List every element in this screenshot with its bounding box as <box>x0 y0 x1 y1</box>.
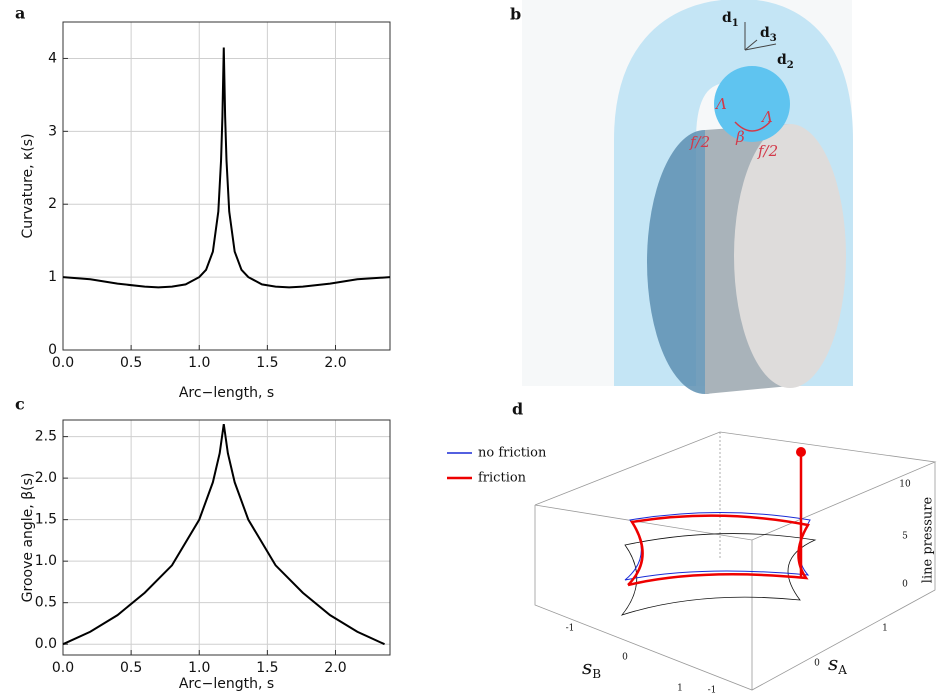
y-tick-label: 3 <box>48 123 57 139</box>
beta-arc <box>734 121 771 132</box>
axis-title: line pressure <box>921 497 936 584</box>
x-tick-label: 2.0 <box>324 660 346 676</box>
y-tick-label: 1.5 <box>35 512 57 528</box>
legend-label: friction <box>478 471 527 486</box>
axis-title: sA <box>828 651 847 677</box>
curve-friction <box>627 514 810 587</box>
x-tick-label: 0.5 <box>120 660 142 676</box>
tick-label: -1 <box>708 686 717 694</box>
y-tick-label: 1.0 <box>35 553 57 569</box>
annotation: f/2 <box>689 133 710 151</box>
y-tick-label: 4 <box>48 50 57 66</box>
point <box>796 447 806 457</box>
tick-label: 1 <box>882 624 888 634</box>
line <box>62 424 385 646</box>
x-tick-label: 0.5 <box>120 355 142 371</box>
rod <box>614 0 853 386</box>
charts: 0.0 0.5 1.0 1.5 2.0 0 1 2 3 4 Arc−length, s Curvatu… <box>15 4 391 692</box>
x-tick-label: 1.5 <box>256 355 278 371</box>
legend: no friction friction <box>447 446 547 486</box>
x-axis-title: Arc−length, s <box>179 385 274 401</box>
tick-label: 0 <box>902 580 908 590</box>
x-tick-label: 0.0 <box>52 660 74 676</box>
axis-label: d3 <box>760 25 777 44</box>
illustration: d1 d3 d2 Λ Λ β f/2 f/2 b <box>510 0 853 394</box>
tick-label: 10 <box>899 480 911 490</box>
pulley-front <box>734 124 846 388</box>
y-axis-title: Groove angle, β(s) <box>20 473 36 603</box>
x-tick-label: 1.0 <box>188 660 210 676</box>
panel-letter: b <box>510 5 521 24</box>
annotation: Λ <box>760 108 773 126</box>
tick-label: 5 <box>902 532 908 542</box>
x-tick-label: 1.0 <box>188 355 210 371</box>
y-tick-label: 0.0 <box>35 636 57 652</box>
axis-title: sB <box>582 655 601 681</box>
tick-label: 0 <box>814 659 820 669</box>
rod-section <box>714 66 790 142</box>
axis-arrow <box>744 39 758 51</box>
y-tick-label: 1 <box>48 269 57 285</box>
panel-letter: c <box>15 395 25 414</box>
y-tick-label: 2.5 <box>35 429 57 445</box>
tick-label: 0 <box>622 653 628 663</box>
tick-label: -1 <box>566 624 575 634</box>
panel-letter: d <box>512 400 523 419</box>
y-tick-label: 2.0 <box>35 470 57 486</box>
axis-label: d2 <box>777 52 794 71</box>
legend-label: no friction <box>478 446 547 461</box>
box-edge <box>534 462 936 691</box>
x-axis-title: Arc−length, s <box>179 676 274 692</box>
curve-no-friction <box>624 512 811 581</box>
y-tick-label: 2 <box>48 196 57 212</box>
line <box>62 47 391 289</box>
plot-frame <box>62 21 391 351</box>
x-tick-label: 1.5 <box>256 660 278 676</box>
annotation: β <box>735 128 745 146</box>
annotation: f/2 <box>757 142 778 160</box>
x-tick-label: 2.0 <box>324 355 346 371</box>
plot-frame <box>62 419 391 656</box>
chart: 0.0 0.5 1.0 1.5 2.0 0.0 0.5 1.0 1.5 2.0 2.5 Arc−len… <box>15 395 391 692</box>
y-tick-label: 0.5 <box>35 595 57 611</box>
reference-curve <box>620 533 817 616</box>
y-axis-title: Curvature, κ(s) <box>20 133 36 238</box>
tick-label: 1 <box>677 684 683 694</box>
y-tick-label: 0 <box>48 342 57 358</box>
chart: 0.0 0.5 1.0 1.5 2.0 0 1 2 3 4 Arc−length, s Curvatu… <box>15 4 391 401</box>
box-edge <box>534 431 937 541</box>
annotation: Λ <box>714 95 727 113</box>
axis-label: d1 <box>722 10 739 29</box>
panel-letter: a <box>15 4 25 23</box>
axis-arrow <box>744 43 777 51</box>
x-tick-label: 0.0 <box>52 355 74 371</box>
